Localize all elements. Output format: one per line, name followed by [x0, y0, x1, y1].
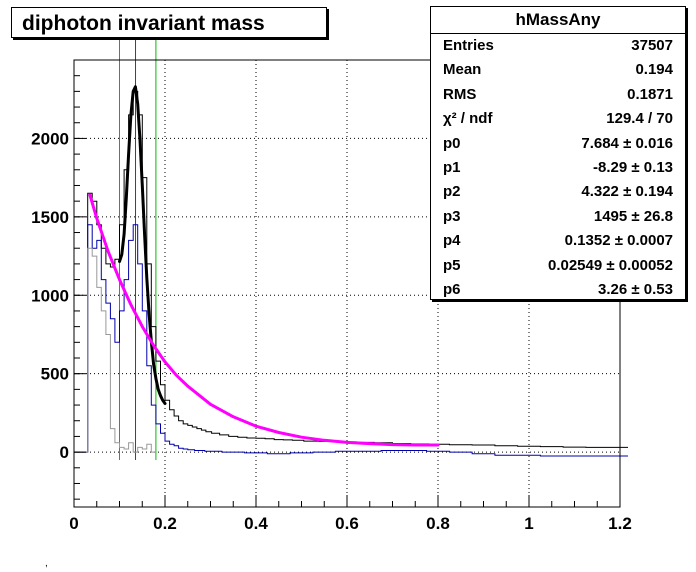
stats-box: hMassAny Entries 37507 Mean 0.194 RMS 0.187…	[430, 6, 686, 300]
stats-value: 0.1352 ± 0.0007	[564, 232, 673, 250]
stats-row: χ² / ndf 129.4 / 70	[431, 107, 685, 131]
axes: 0 0.2 0.4 0.6 0.8 1 1.2 0 500 1000 1500 2000	[31, 75, 632, 533]
stats-row: p5 0.02549 ± 0.00052	[431, 254, 685, 278]
stats-row: p6 3.26 ± 0.53	[431, 278, 685, 302]
stats-label: p1	[443, 158, 461, 176]
histogram-series	[74, 224, 628, 457]
x-tick-label: 1.2	[608, 514, 632, 533]
stats-row: p0 7.684 ± 0.016	[431, 132, 685, 156]
stats-value: -8.29 ± 0.13	[593, 158, 673, 176]
x-tick-label: 0.4	[244, 514, 268, 533]
stats-row: p1 -8.29 ± 0.13	[431, 156, 685, 180]
stats-label: p2	[443, 183, 461, 201]
stats-label: RMS	[443, 85, 477, 103]
stats-value: 0.194	[635, 61, 673, 79]
stats-label: p5	[443, 256, 461, 274]
plot-title: diphoton invariant mass	[11, 7, 327, 38]
stats-label: p0	[443, 134, 461, 152]
stats-name: hMassAny	[431, 7, 685, 34]
stats-value: 7.684 ± 0.016	[581, 134, 673, 152]
stats-value: 4.322 ± 0.194	[581, 183, 673, 201]
stats-row: p3 1495 ± 26.8	[431, 205, 685, 229]
x-tick-label: 0.6	[335, 514, 359, 533]
x-tick-label: 0	[69, 514, 78, 533]
stats-label: p3	[443, 207, 461, 225]
stats-value: 0.1871	[627, 85, 673, 103]
stats-label: χ² / ndf	[443, 110, 493, 128]
fit-curve	[118, 85, 167, 405]
y-tick-label: 1500	[31, 208, 69, 227]
x-tick-label: 0.2	[153, 514, 177, 533]
stats-row: p2 4.322 ± 0.194	[431, 180, 685, 204]
footnote-mark: ,	[45, 558, 48, 569]
stats-label: Mean	[443, 61, 482, 79]
y-tick-label: 2000	[31, 129, 69, 148]
stats-row: Entries 37507	[431, 34, 685, 58]
stats-label: p6	[443, 280, 461, 298]
stats-row: RMS 0.1871	[431, 83, 685, 107]
y-tick-label: 500	[41, 365, 69, 384]
grid-lines	[74, 60, 620, 507]
stats-value: 37507	[631, 37, 673, 54]
stats-value: 1495 ± 26.8	[593, 207, 673, 225]
stats-value: 129.4 / 70	[606, 110, 673, 128]
x-tick-label: 0.8	[426, 514, 450, 533]
stats-value: 0.02549 ± 0.00052	[547, 256, 673, 274]
fit-curve	[88, 193, 440, 447]
y-tick-label: 1000	[31, 286, 69, 305]
histogram-series	[74, 247, 156, 453]
stats-value: 3.26 ± 0.53	[598, 280, 673, 298]
stats-row: p4 0.1352 ± 0.0007	[431, 229, 685, 253]
stats-label: p4	[443, 232, 461, 250]
y-tick-label: 0	[60, 443, 69, 462]
data-series	[74, 85, 628, 457]
stats-label: Entries	[443, 37, 494, 54]
x-tick-label: 1	[524, 514, 533, 533]
stats-row: Mean 0.194	[431, 58, 685, 82]
